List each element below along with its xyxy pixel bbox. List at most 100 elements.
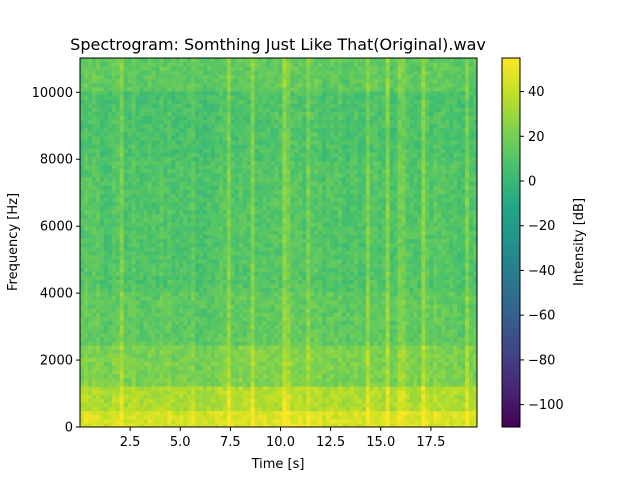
heatmap-cell xyxy=(124,308,129,313)
heatmap-cell xyxy=(112,214,117,219)
heatmap-cell xyxy=(147,87,152,92)
heatmap-cell xyxy=(124,353,129,358)
heatmap-cell xyxy=(263,288,268,293)
heatmap-cell xyxy=(223,99,228,104)
heatmap-cell xyxy=(231,58,236,63)
heatmap-cell xyxy=(175,415,180,420)
heatmap-cell xyxy=(231,341,236,346)
heatmap-cell xyxy=(183,312,188,317)
heatmap-cell xyxy=(282,345,287,350)
heatmap-cell xyxy=(92,394,97,399)
heatmap-cell xyxy=(199,243,204,248)
heatmap-cell xyxy=(290,329,295,334)
heatmap-cell xyxy=(294,210,299,215)
heatmap-cell xyxy=(108,206,113,211)
heatmap-cell xyxy=(96,329,101,334)
heatmap-cell xyxy=(128,62,133,67)
heatmap-cell xyxy=(239,230,244,235)
heatmap-cell xyxy=(235,353,240,358)
heatmap-cell xyxy=(100,345,105,350)
heatmap-cell xyxy=(239,357,244,362)
heatmap-cell xyxy=(211,374,216,379)
heatmap-cell xyxy=(128,152,133,157)
heatmap-cell xyxy=(96,378,101,383)
heatmap-cell xyxy=(290,62,295,67)
heatmap-cell xyxy=(124,345,129,350)
heatmap-cell xyxy=(136,206,141,211)
heatmap-cell xyxy=(112,366,117,371)
heatmap-cell xyxy=(104,210,109,215)
heatmap-cell xyxy=(227,115,232,120)
heatmap-cell xyxy=(251,255,256,260)
heatmap-cell xyxy=(140,415,145,420)
heatmap-cell xyxy=(92,316,97,321)
heatmap-cell xyxy=(183,99,188,104)
heatmap-cell xyxy=(183,165,188,170)
heatmap-cell xyxy=(159,304,164,309)
heatmap-cell xyxy=(136,353,141,358)
heatmap-cell xyxy=(175,120,180,125)
heatmap-cell xyxy=(147,132,152,137)
heatmap-cell xyxy=(215,288,220,293)
heatmap-cell xyxy=(294,156,299,161)
heatmap-cell xyxy=(227,353,232,358)
heatmap-cell xyxy=(80,177,85,182)
heatmap-cell xyxy=(80,107,85,112)
heatmap-cell xyxy=(132,415,137,420)
heatmap-cell xyxy=(227,415,232,420)
heatmap-cell xyxy=(275,267,280,272)
heatmap-cell xyxy=(235,284,240,289)
heatmap-cell xyxy=(187,210,192,215)
heatmap-cell xyxy=(215,230,220,235)
heatmap-cell xyxy=(84,333,89,338)
heatmap-cell xyxy=(263,124,268,129)
heatmap-cell xyxy=(120,169,125,174)
heatmap-cell xyxy=(175,144,180,149)
heatmap-cell xyxy=(267,243,272,248)
heatmap-cell xyxy=(275,185,280,190)
heatmap-cell xyxy=(294,349,299,354)
heatmap-cell xyxy=(243,361,248,366)
heatmap-cell xyxy=(251,267,256,272)
heatmap-cell xyxy=(116,107,121,112)
heatmap-cell xyxy=(84,325,89,330)
heatmap-cell xyxy=(132,259,137,264)
heatmap-cell xyxy=(88,349,93,354)
heatmap-cell xyxy=(128,210,133,215)
heatmap-cell xyxy=(239,169,244,174)
heatmap-cell xyxy=(294,226,299,231)
heatmap-cell xyxy=(267,99,272,104)
heatmap-cell xyxy=(167,243,172,248)
heatmap-cell xyxy=(183,115,188,120)
heatmap-cell xyxy=(251,74,256,79)
heatmap-cell xyxy=(155,58,160,63)
heatmap-cell xyxy=(259,148,264,153)
heatmap-cell xyxy=(211,378,216,383)
heatmap-cell xyxy=(124,214,129,219)
heatmap-cell xyxy=(120,353,125,358)
heatmap-cell xyxy=(199,325,204,330)
heatmap-cell xyxy=(286,320,291,325)
heatmap-cell xyxy=(207,152,212,157)
heatmap-cell xyxy=(187,337,192,342)
heatmap-cell xyxy=(155,132,160,137)
heatmap-cell xyxy=(191,320,196,325)
heatmap-cell xyxy=(191,345,196,350)
heatmap-cell xyxy=(136,304,141,309)
heatmap-cell xyxy=(195,226,200,231)
heatmap-cell xyxy=(207,230,212,235)
heatmap-cell xyxy=(239,333,244,338)
heatmap-cell xyxy=(191,308,196,313)
heatmap-cell xyxy=(144,222,149,227)
heatmap-cell xyxy=(100,70,105,75)
heatmap-cell xyxy=(294,107,299,112)
heatmap-cell xyxy=(294,296,299,301)
heatmap-cell xyxy=(144,271,149,276)
heatmap-cell xyxy=(179,316,184,321)
heatmap-cell xyxy=(124,226,129,231)
heatmap-cell xyxy=(263,374,268,379)
heatmap-cell xyxy=(203,349,208,354)
heatmap-cell xyxy=(116,378,121,383)
heatmap-cell xyxy=(183,296,188,301)
heatmap-cell xyxy=(203,193,208,198)
